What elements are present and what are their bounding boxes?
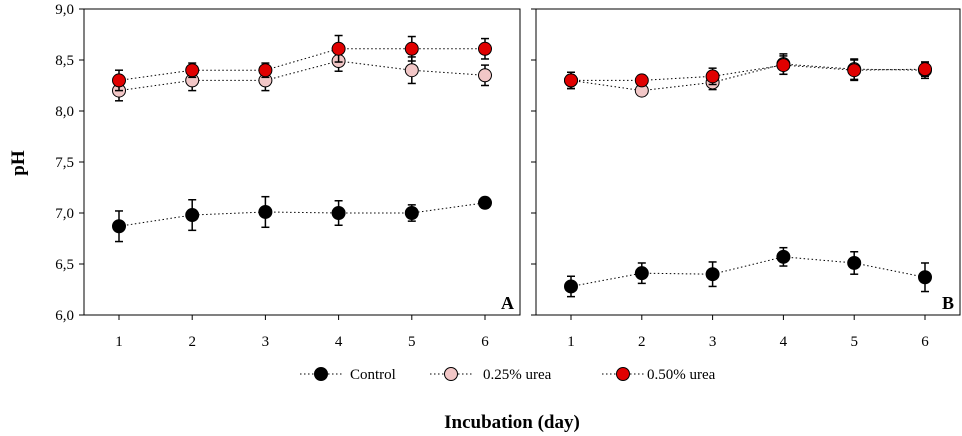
series-line — [118, 202, 486, 227]
data-point — [185, 63, 200, 78]
x-tick-label: 5 — [850, 334, 858, 350]
x-tick-label: 1 — [115, 334, 123, 350]
data-point — [404, 63, 419, 78]
y-tick-label: 7,5 — [55, 155, 74, 171]
legend-item: Control — [300, 367, 396, 383]
data-point — [847, 63, 862, 78]
data-point — [564, 279, 578, 294]
data-point — [918, 270, 932, 285]
data-point — [776, 58, 791, 73]
panel-label: B — [942, 293, 954, 313]
legend-label: 0.25% urea — [483, 367, 552, 383]
series-line — [570, 256, 926, 287]
x-tick-label: 3 — [262, 334, 270, 350]
legend-marker — [314, 367, 328, 381]
y-tick-label: 6,0 — [55, 308, 74, 324]
data-point — [847, 255, 862, 270]
series-line — [118, 48, 485, 81]
x-tick-label: 2 — [638, 334, 646, 350]
data-point — [478, 195, 492, 210]
y-tick-label: 8,5 — [55, 53, 74, 69]
x-tick-label: 3 — [709, 334, 717, 350]
data-point — [258, 204, 273, 219]
series-0-25-urea — [112, 50, 492, 102]
data-point — [404, 206, 419, 220]
legend-item: 0.50% urea — [602, 367, 716, 383]
legend-marker — [616, 367, 630, 381]
y-tick-label: 6,5 — [55, 257, 74, 273]
y-axis-title: pH — [8, 150, 29, 176]
data-point — [634, 266, 649, 281]
series-0-25-urea — [564, 53, 932, 98]
series-0-50-urea — [564, 55, 932, 90]
y-tick-label: 7,0 — [55, 206, 74, 222]
data-point — [776, 249, 791, 264]
data-point — [112, 219, 126, 234]
x-tick-label: 6 — [481, 334, 489, 350]
data-point — [331, 206, 346, 220]
x-axis-title: Incubation (day) — [444, 412, 580, 433]
y-tick-label: 8,0 — [55, 104, 74, 120]
legend-marker — [444, 367, 458, 381]
legend: Control 0.25% urea 0.50% urea — [300, 367, 716, 383]
data-point — [478, 41, 492, 56]
panel-b: 1 2 3 4 5 6 B — [531, 8, 961, 350]
panel-label: A — [501, 293, 514, 313]
legend-label: 0.50% urea — [647, 367, 716, 383]
x-tick-label: 1 — [567, 334, 575, 350]
plot-frame — [535, 8, 961, 316]
data-point — [634, 73, 649, 88]
data-point — [258, 63, 273, 78]
y-tick-label: 9,0 — [55, 2, 74, 18]
series-0-50-urea — [112, 34, 492, 92]
data-point — [331, 41, 346, 56]
plot-frame — [83, 8, 521, 316]
series-control — [564, 246, 932, 298]
chart-panels: 6,0 6,5 7,0 7,5 8,0 8,5 9,0 1 2 3 4 5 6 A 1 2 3 4 5 6 B — [55, 2, 961, 350]
x-tick-label: 4 — [335, 334, 343, 350]
data-point — [918, 62, 932, 77]
data-point — [112, 73, 126, 88]
x-tick-label: 5 — [408, 334, 416, 350]
data-point — [404, 41, 419, 56]
x-tick-label: 2 — [188, 334, 196, 350]
data-point — [185, 208, 200, 223]
series-control — [112, 195, 492, 243]
x-tick-label: 6 — [921, 334, 929, 350]
legend-label: Control — [350, 367, 396, 383]
data-point — [705, 69, 720, 84]
data-point — [478, 68, 492, 83]
data-point — [705, 267, 720, 282]
panel-a: 6,0 6,5 7,0 7,5 8,0 8,5 9,0 1 2 3 4 5 6 A — [55, 2, 521, 350]
series-line — [571, 64, 926, 81]
series-line — [118, 60, 486, 92]
x-tick-label: 4 — [780, 334, 788, 350]
legend-item: 0.25% urea — [430, 367, 552, 383]
data-point — [564, 73, 578, 88]
series-line — [570, 63, 926, 92]
